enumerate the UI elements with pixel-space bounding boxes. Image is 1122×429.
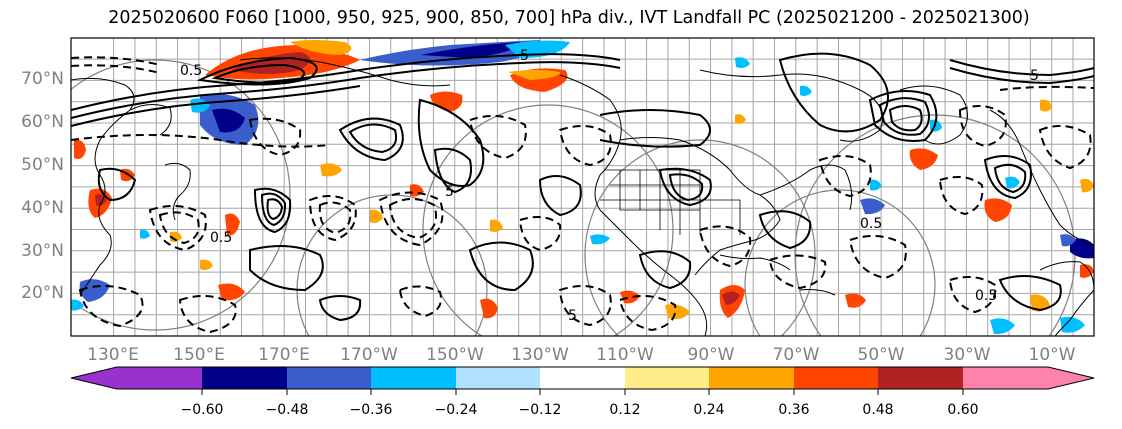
lon-label: 90°W [688,345,735,365]
contour-label: 0.5 [210,230,232,246]
shaded-fill-areas [71,40,1094,335]
lon-label: 130°E [87,345,139,365]
lon-label: 150°E [173,345,225,365]
contour-labels: 0.5 5 0.5 5 0.5 5 0.5 5 [180,48,1039,324]
lon-label: 30°W [944,345,991,365]
colorbar-cell [456,367,540,389]
colorbar-cell [878,367,963,389]
colorbar-tick-label: 0.60 [947,402,978,418]
colorbar-cell [540,367,625,389]
colorbar-extend-high [1048,367,1094,389]
contour-label: 0.5 [180,63,202,79]
colorbar-tick-label: 0.48 [862,402,893,418]
lon-label: 170°W [340,345,398,365]
solid-contours [71,52,1094,322]
dashed-contours [71,56,1094,334]
colorbar-tick-label: −0.24 [435,402,478,418]
contour-label: 5 [520,48,529,64]
colorbar-cell [625,367,709,389]
lat-label: 40°N [21,198,64,218]
contour-label: 5 [568,308,577,324]
colorbar-cell [709,367,794,389]
colorbar-tick-label: −0.12 [519,402,562,418]
colorbar: −0.60 −0.48 −0.36 −0.24 −0.12 0.12 0.24 … [70,366,1095,418]
contour-label: 5 [1030,68,1039,84]
lon-label: 10°W [1029,345,1076,365]
colorbar-tick-label: 0.36 [778,402,809,418]
map-frame [70,37,1095,337]
colorbar-tick-label: −0.60 [181,402,224,418]
lon-label: 130°W [511,345,569,365]
lon-label: 150°W [426,345,484,365]
colorbar-tick-label: 0.24 [693,402,724,418]
colorbar-tick-label: −0.48 [266,402,309,418]
colorbar-cell [371,367,456,389]
contour-label: 5 [445,184,454,200]
latitude-labels: 70°N 60°N 50°N 40°N 30°N 20°N [21,69,64,303]
colorbar-cell [202,367,287,389]
colorbar-tick-label: 0.12 [609,402,640,418]
colorbar-cell [287,367,371,389]
lon-label: 50°W [858,345,905,365]
map-gridlines [71,38,1094,336]
contour-label: 0.5 [975,288,997,304]
lat-label: 50°N [21,155,64,175]
page-title: 2025020600 F060 [1000, 950, 925, 900, 85… [108,8,1030,28]
contour-label: 0.5 [860,216,882,232]
lon-label: 70°W [773,345,820,365]
lon-label: 110°W [596,345,654,365]
lat-label: 30°N [21,241,64,261]
lat-label: 70°N [21,69,64,89]
colorbar-cell [117,367,202,389]
colorbar-tick-labels: −0.60 −0.48 −0.36 −0.24 −0.12 0.12 0.24 … [181,402,979,418]
colorbar-extend-low [71,367,117,389]
longitude-labels: 130°E 150°E 170°E 170°W 150°W 130°W 110°… [87,345,1076,365]
lat-label: 20°N [21,283,64,303]
colorbar-cell [794,367,878,389]
lon-label: 170°E [258,345,310,365]
colorbar-tick-label: −0.36 [350,402,393,418]
colorbar-cell [963,367,1048,389]
lat-label: 60°N [21,112,64,132]
